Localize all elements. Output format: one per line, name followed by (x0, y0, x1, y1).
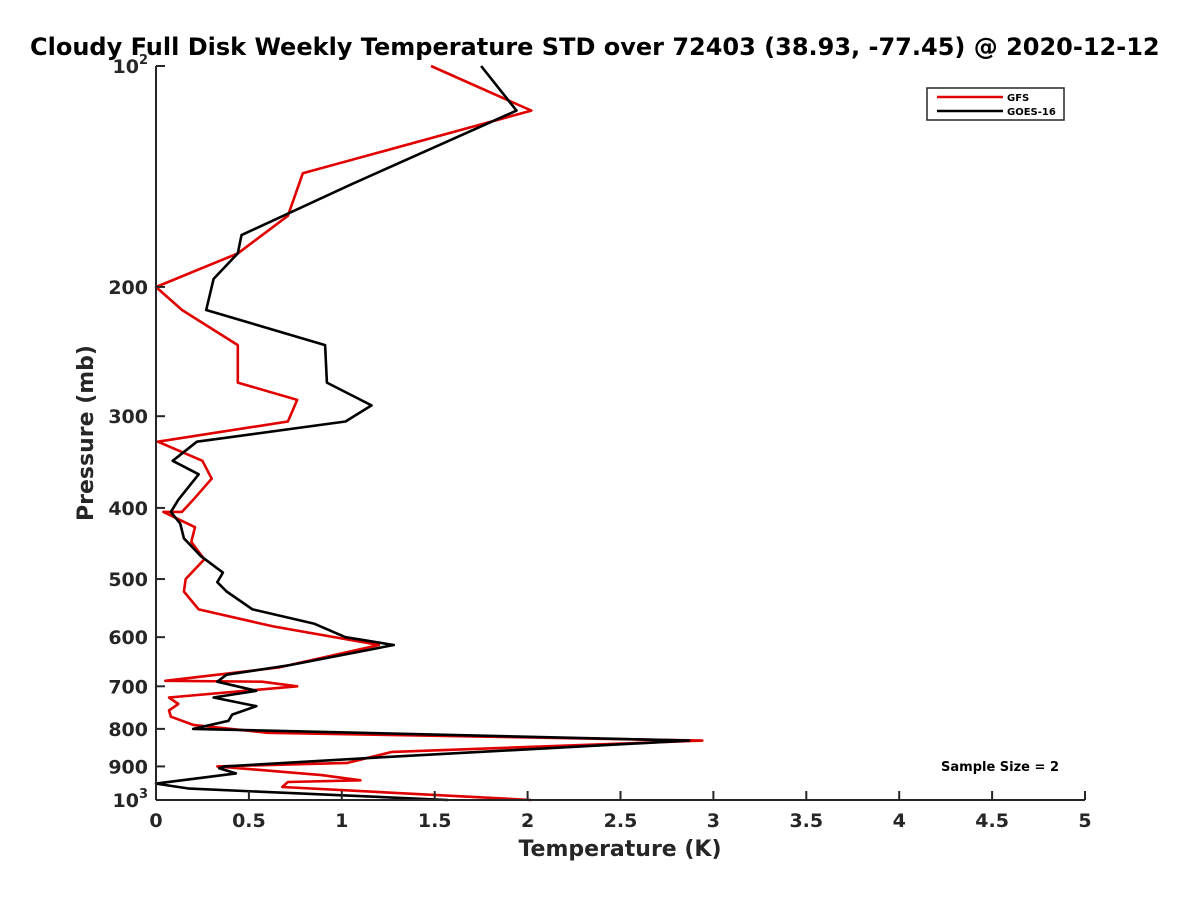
sample-size-annotation: Sample Size = 2 (941, 760, 1059, 775)
x-tick-label: 1 (335, 810, 348, 832)
y-tick-label: 900 (108, 756, 148, 778)
x-tick-label: 2.5 (604, 810, 638, 832)
y-tick-label: 400 (108, 498, 148, 520)
x-tick-label: 1.5 (418, 810, 452, 832)
x-tick-label: 0 (149, 810, 162, 832)
axes-layer: 0 0.5 1 1.5 2 2.5 3 3.5 4 4.5 5 102 200 300 400 500 600 7… (108, 53, 1091, 832)
y-tick-label: 102 (113, 53, 149, 78)
y-tick-label: 700 (108, 676, 148, 698)
x-tick-label: 3.5 (789, 810, 823, 832)
y-tick-label: 200 (108, 277, 148, 299)
legend-box (926, 87, 1065, 121)
series-line-goes-16 (154, 65, 691, 802)
x-tick-label: 4 (893, 810, 906, 832)
x-tick-label: 2 (521, 810, 534, 832)
legend-label-goes-16: GOES-16 (1007, 107, 1056, 118)
y-tick-label: 800 (108, 719, 148, 741)
y-axis-label: Pressure (mb) (74, 345, 99, 521)
series-line-gfs (154, 64, 704, 802)
legend-label-gfs: GFS (1007, 93, 1029, 104)
y-tick-label: 300 (108, 406, 148, 428)
x-tick-label: 5 (1078, 810, 1091, 832)
y-tick-label: 500 (108, 569, 148, 591)
series-layer (154, 64, 704, 802)
x-tick-label: 3 (707, 810, 720, 832)
legend: GFS GOES-16 (926, 87, 1065, 121)
y-tick-label: 103 (113, 787, 149, 812)
chart-title: Cloudy Full Disk Weekly Temperature STD … (30, 33, 1160, 61)
y-tick-label: 600 (108, 627, 148, 649)
x-axis-label: Temperature (K) (518, 837, 721, 862)
x-tick-label: 4.5 (975, 810, 1009, 832)
x-tick-label: 0.5 (232, 810, 266, 832)
